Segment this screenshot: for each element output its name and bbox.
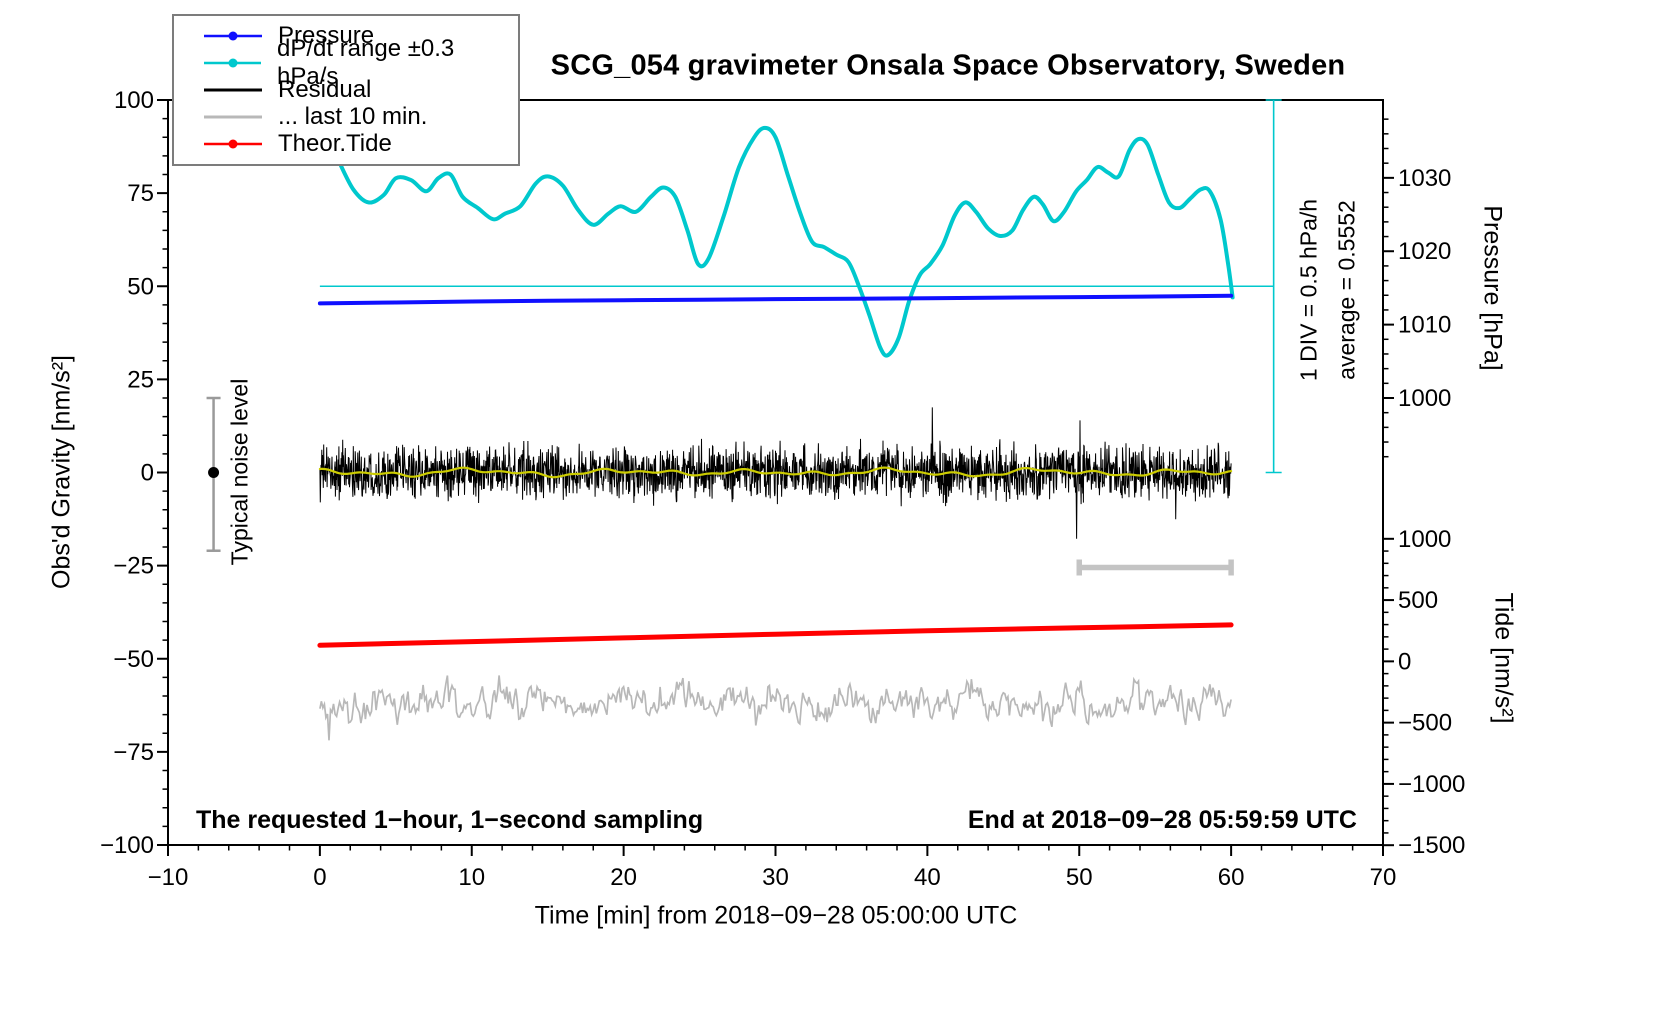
pressure-line — [317, 293, 1234, 306]
dpdt-curve — [336, 125, 1235, 358]
x-axis-label: Time [min] from 2018−09−28 05:00:00 UTC — [534, 901, 1018, 930]
svg-text:−50: −50 — [113, 646, 154, 673]
svg-text:50: 50 — [1066, 864, 1093, 891]
svg-text:0: 0 — [313, 864, 326, 891]
x-axis: −10 0 10 20 30 40 50 60 70 — [148, 845, 1397, 891]
svg-text:−500: −500 — [1398, 710, 1452, 737]
svg-text:0: 0 — [141, 460, 154, 487]
legend-marker-residual-icon — [204, 88, 262, 92]
svg-text:−75: −75 — [113, 739, 154, 766]
sampling-annotation: The requested 1−hour, 1−second sampling — [196, 806, 704, 834]
legend-marker-dpdt-range-icon — [204, 58, 261, 68]
svg-text:−100: −100 — [100, 832, 154, 859]
y-axis-pressure: 1030 1020 1010 1000 — [1383, 118, 1451, 458]
residual-mean-line — [318, 466, 1233, 479]
y-axis-left: −100 −75 −50 −25 0 25 50 75 100 — [100, 87, 168, 859]
legend-item-residual: Residual — [204, 76, 518, 103]
legend-label-residual: Residual — [278, 76, 372, 103]
svg-text:1020: 1020 — [1398, 238, 1451, 265]
div-scale-bar — [1265, 99, 1282, 474]
svg-text:−25: −25 — [113, 553, 154, 580]
ten-minute-scale-bar — [1076, 559, 1234, 576]
theor-tide-line — [317, 622, 1234, 648]
svg-text:50: 50 — [127, 273, 154, 300]
y-axis-left-label: Obs'd Gravity [nm/s²] — [47, 355, 76, 589]
pressure-axis-label: Pressure [hPa] — [1478, 205, 1507, 371]
legend-label-pressure: Pressure — [278, 22, 375, 49]
last-10-min-trace — [319, 675, 1232, 741]
typical-noise-level-bar — [206, 396, 221, 552]
svg-text:75: 75 — [127, 180, 154, 207]
average-annotation: average = 0.5552 — [1333, 200, 1360, 380]
legend: Pressure dP/dt range ±0.3 hPa/s Residual..… — [172, 14, 520, 166]
legend-label-last-10-min: ... last 10 min. — [278, 103, 428, 130]
div-scale-annotation: 1 DIV = 0.5 hPa/h — [1295, 198, 1322, 382]
svg-text:10: 10 — [458, 864, 485, 891]
svg-text:−1500: −1500 — [1398, 832, 1465, 859]
legend-item-dpdt-range: dP/dt range ±0.3 hPa/s — [204, 35, 518, 90]
residual-trace — [319, 407, 1232, 539]
svg-text:70: 70 — [1370, 864, 1397, 891]
svg-text:25: 25 — [127, 366, 154, 393]
legend-marker-last-10-min-icon — [204, 115, 262, 119]
plot-title: SCG_054 gravimeter Onsala Space Observat… — [550, 49, 1346, 82]
legend-item-last-10-min: ... last 10 min. — [204, 103, 518, 130]
svg-text:30: 30 — [762, 864, 789, 891]
noise-level-label: Typical noise level — [226, 378, 253, 566]
svg-text:−10: −10 — [148, 864, 189, 891]
legend-label-theor-tide: Theor.Tide — [278, 130, 392, 157]
end-time-annotation: End at 2018−09−28 05:59:59 UTC — [967, 806, 1357, 834]
y-axis-tide: 1000 500 0 −500 −1000 −1500 — [1383, 526, 1465, 859]
legend-marker-theor-tide-icon — [204, 139, 262, 149]
svg-text:500: 500 — [1398, 587, 1438, 614]
svg-text:0: 0 — [1398, 648, 1411, 675]
legend-item-theor-tide: Theor.Tide — [204, 130, 518, 157]
legend-marker-pressure-icon — [204, 31, 262, 41]
svg-text:1000: 1000 — [1398, 526, 1451, 553]
svg-text:1010: 1010 — [1398, 312, 1451, 339]
svg-text:1000: 1000 — [1398, 385, 1451, 412]
legend-item-pressure: Pressure — [204, 22, 518, 49]
svg-text:20: 20 — [610, 864, 637, 891]
legend-label-dpdt-range: dP/dt range ±0.3 hPa/s — [276, 35, 455, 90]
svg-text:60: 60 — [1218, 864, 1245, 891]
svg-text:100: 100 — [114, 87, 154, 114]
svg-text:−1000: −1000 — [1398, 771, 1465, 798]
tide-axis-label: Tide [nm/s²] — [1489, 592, 1518, 724]
svg-text:40: 40 — [914, 864, 941, 891]
svg-text:1030: 1030 — [1398, 165, 1451, 192]
